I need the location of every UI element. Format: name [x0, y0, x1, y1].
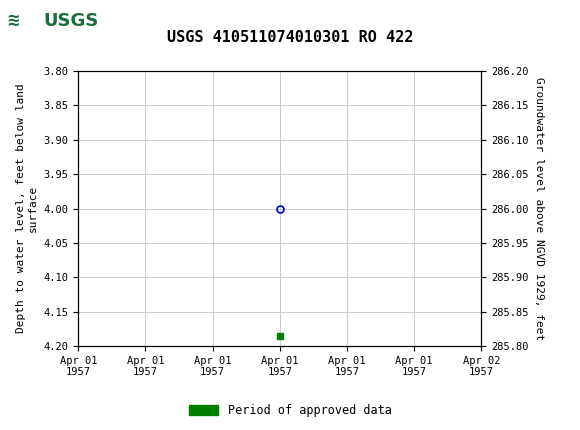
Text: USGS: USGS	[44, 12, 99, 30]
Y-axis label: Depth to water level, feet below land
surface: Depth to water level, feet below land su…	[16, 84, 38, 333]
Bar	[3, 2, 107, 41]
Text: ≋: ≋	[7, 11, 19, 30]
Text: USGS 410511074010301 RO 422: USGS 410511074010301 RO 422	[167, 30, 413, 45]
Y-axis label: Groundwater level above NGVD 1929, feet: Groundwater level above NGVD 1929, feet	[534, 77, 544, 340]
Legend: Period of approved data: Period of approved data	[184, 399, 396, 422]
